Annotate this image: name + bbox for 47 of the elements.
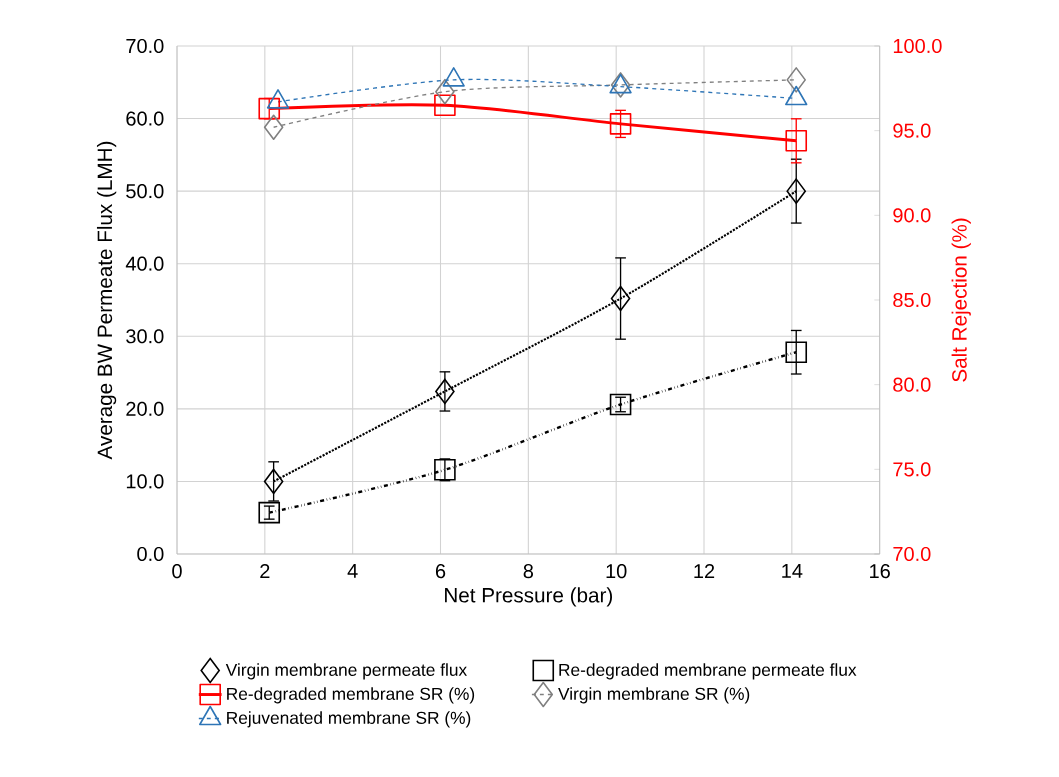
x-tick-label: 6: [435, 564, 446, 579]
point: [609, 393, 632, 416]
point: [434, 94, 456, 117]
point: [609, 113, 632, 135]
point: [258, 97, 281, 120]
point: [435, 78, 455, 105]
x-tick-label: 2: [260, 564, 270, 578]
y-tick-label: 60.0: [126, 111, 164, 126]
y-axis-title: Average BW Permeate Flux (LMH): [96, 141, 117, 460]
point: [786, 67, 807, 93]
x-tick-label: 10: [606, 564, 627, 579]
point: [786, 178, 807, 204]
point: [610, 285, 631, 312]
y-tick-label: 40.0: [125, 256, 164, 271]
legend-label: Rejuvenated membrane SR (%): [227, 711, 471, 728]
y-tick-label: 10.0: [126, 474, 164, 489]
y-tick-label: 30.0: [126, 329, 164, 344]
y2-tick-label: 75.0: [893, 462, 931, 477]
legend-label: Virgin membrane permeate flux: [225, 663, 467, 680]
x-tick-label: 12: [694, 564, 715, 578]
y2-axis-title: Salt Rejection (%): [951, 218, 971, 382]
x-tick-label: 0: [172, 564, 182, 579]
y2-tick-label: 90.0: [893, 208, 931, 223]
point: [785, 341, 808, 364]
y-tick-label: 0.0: [137, 546, 164, 562]
y2-tick-label: 85.0: [893, 292, 931, 308]
y2-tick-label: 100.0: [893, 38, 942, 54]
y2-tick-label: 80.0: [893, 377, 931, 392]
x-tick-label: 14: [782, 564, 803, 578]
x-tick-label: 16: [870, 564, 890, 579]
point: [434, 459, 456, 481]
y-tick-label: 20.0: [126, 401, 164, 416]
point: [258, 501, 281, 524]
y-tick-label: 50.0: [126, 184, 164, 199]
y2-tick-label: 70.0: [893, 546, 931, 562]
point: [263, 468, 284, 495]
x-axis-title: Net Pressure (bar): [445, 587, 613, 607]
legend-label: Virgin membrane SR (%): [558, 687, 750, 704]
x-tick-label: 8: [523, 564, 534, 579]
point: [435, 378, 455, 405]
x-tick-label: 4: [347, 564, 358, 578]
y2-tick-label: 95.0: [893, 123, 931, 138]
legend-label: Re-degraded membrane permeate flux: [559, 663, 857, 680]
legend-label: Re-degraded membrane SR (%): [227, 687, 475, 704]
point: [785, 130, 808, 152]
point: [263, 114, 284, 141]
y-tick-label: 70.0: [126, 38, 164, 54]
